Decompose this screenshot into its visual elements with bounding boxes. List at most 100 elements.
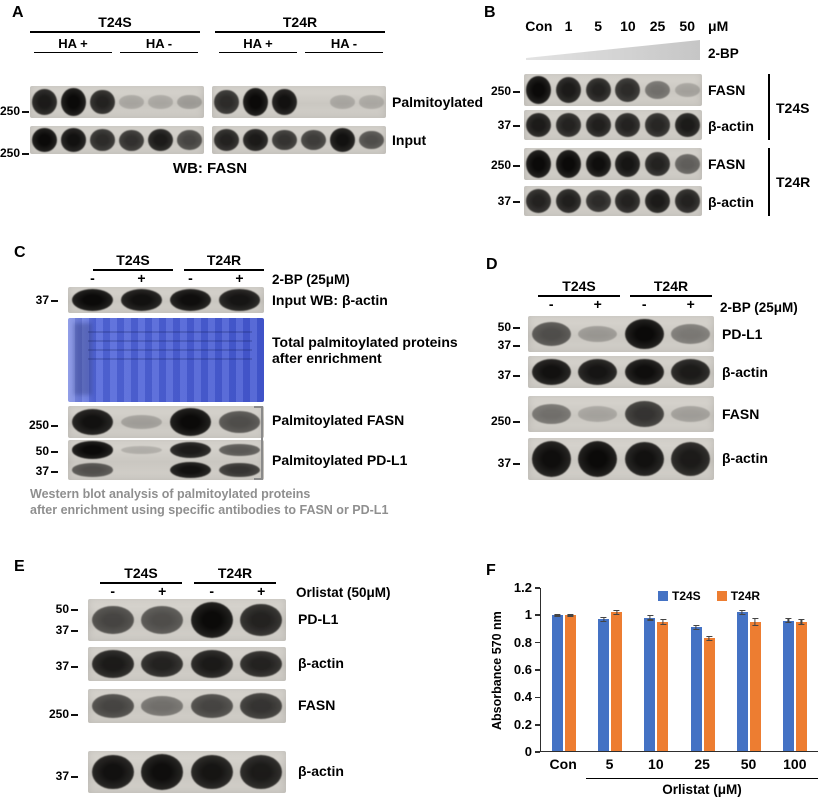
blot-band — [169, 408, 212, 436]
blot-lane — [68, 440, 117, 460]
group-header-t24r: T24R — [194, 565, 276, 584]
blot-band — [120, 414, 163, 430]
blot-band — [141, 754, 184, 790]
blot-band — [240, 754, 283, 789]
blot-lane — [554, 148, 584, 180]
blot-band — [169, 441, 212, 459]
bar-group-25 — [680, 588, 726, 751]
treatment-lane-labels: - + - + — [88, 583, 286, 599]
legend-label: T24S — [672, 589, 701, 603]
mw-marker-50: 50 — [20, 444, 58, 458]
blot-lane — [357, 86, 386, 118]
group-header-t24s: T24S — [93, 252, 173, 271]
blot-lane — [146, 86, 175, 118]
blot-input-t24s — [30, 126, 204, 154]
error-bar — [800, 619, 803, 625]
blot-band — [615, 113, 641, 137]
y-tick-label: 0.2 — [513, 716, 532, 732]
mw-marker-37: 37 — [40, 769, 78, 783]
blot-band — [671, 359, 711, 385]
blot-lane — [117, 287, 166, 313]
blot-label-pdl1: PD-L1 — [298, 611, 339, 627]
y-tick-label: 0.8 — [513, 634, 532, 650]
mw-marker-37: 37 — [20, 293, 58, 307]
bar-group-5 — [587, 588, 633, 751]
y-tick-mark — [535, 587, 540, 589]
blot-band — [359, 95, 384, 109]
subgroup-ha-minus: HA - — [120, 36, 198, 53]
x-tick-label: 10 — [648, 756, 664, 772]
blot-lane — [59, 126, 88, 154]
blot-actin-2 — [88, 751, 286, 793]
bar-T24R-10 — [657, 621, 669, 751]
blot-lane — [175, 86, 204, 118]
blot-band — [578, 406, 618, 422]
blot-band — [177, 94, 202, 110]
blot-label-input-actin: Input WB: β-actin — [272, 292, 388, 308]
bar-wrap — [611, 588, 623, 751]
blot-band — [190, 754, 233, 790]
blot-band — [531, 441, 571, 477]
blot-band — [330, 95, 355, 109]
y-tick-mark — [535, 696, 540, 699]
panel-c-caption-line2: after enrichment using specific antibodi… — [30, 503, 389, 517]
blot-input-t24r — [212, 126, 386, 154]
blot-lane — [554, 74, 584, 106]
blot-lane — [583, 148, 613, 180]
blot-band — [148, 95, 173, 109]
x-tick-label: Con — [549, 756, 577, 772]
y-tick-mark — [535, 614, 540, 616]
panel-f-label: F — [486, 562, 496, 579]
bracket-label-t24s: T24S — [776, 100, 810, 116]
bar-wrap — [782, 588, 794, 751]
blot-lane — [237, 599, 287, 641]
blot-band — [71, 441, 114, 459]
blot-lane — [68, 287, 117, 313]
mw-marker-250: 250 — [12, 418, 58, 432]
blot-lane — [241, 86, 270, 118]
blot-band — [91, 754, 134, 790]
blot-band — [32, 89, 57, 115]
bar-T24R-100 — [795, 621, 807, 751]
blot-fasn — [88, 689, 286, 723]
blot-label-fasn: FASN — [722, 406, 760, 422]
blot-band — [671, 406, 711, 422]
blot-band — [214, 129, 239, 151]
blot-band — [240, 693, 283, 719]
blot-band — [624, 358, 664, 386]
coomassie-membrane — [68, 318, 264, 402]
y-tick-mark — [535, 723, 540, 726]
lane-label: - — [209, 583, 215, 599]
bar-wrap — [703, 588, 715, 751]
membrane-label-line1: Total palmitoylated proteins — [272, 334, 458, 350]
blot-lane — [117, 126, 146, 154]
blot-band — [645, 188, 670, 214]
blot-lane — [270, 86, 299, 118]
error-bar — [616, 609, 618, 616]
blot-lane — [138, 647, 188, 681]
lane-label: - — [548, 296, 554, 312]
blot-band — [674, 83, 700, 97]
enrichment-bracket — [254, 406, 263, 480]
blot-lane — [237, 689, 287, 723]
blot-band — [240, 603, 283, 637]
lane-label: - — [90, 270, 95, 286]
bar-T24S-5 — [598, 619, 610, 751]
row-label-palmitoylated: Palmitoylated — [392, 94, 484, 110]
bar-wrap — [598, 588, 610, 751]
row-label-input: Input — [392, 132, 427, 148]
blot-band — [615, 77, 641, 103]
blot-lane — [166, 406, 215, 438]
blot-band — [585, 189, 611, 213]
blot-band — [71, 408, 114, 436]
y-tick-label: 0.6 — [513, 661, 532, 677]
blot-lane — [117, 440, 166, 460]
lane-label: 1 — [564, 18, 573, 34]
blot-lane — [215, 406, 264, 438]
blot-lane — [528, 316, 575, 352]
blot-palmitoylated-pdl1 — [68, 440, 264, 480]
blot-band — [531, 403, 571, 425]
bar-group-100 — [772, 588, 818, 751]
blot-lane — [575, 396, 622, 432]
blot-lane — [187, 689, 237, 723]
